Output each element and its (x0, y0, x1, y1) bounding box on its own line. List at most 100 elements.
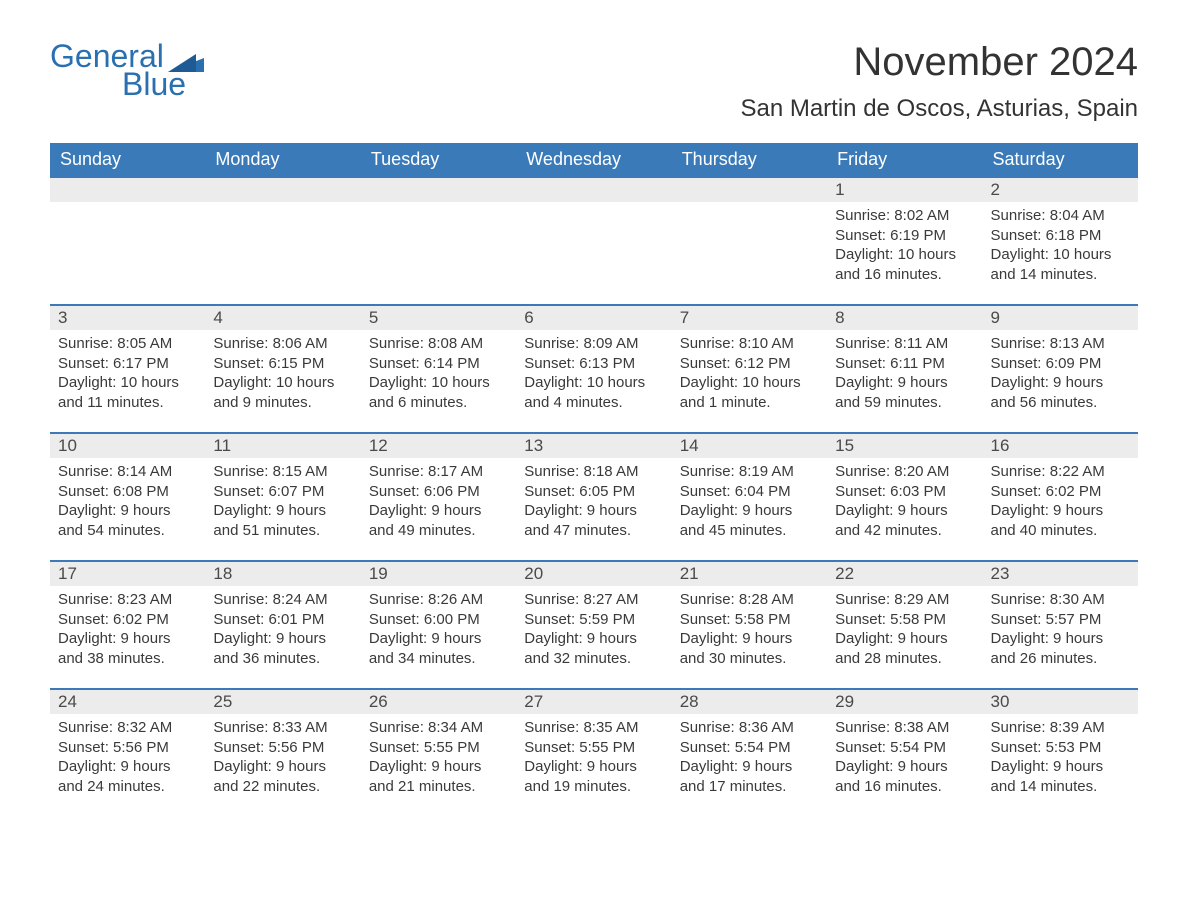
day-number: 5 (361, 306, 516, 330)
day-number: 11 (205, 434, 360, 458)
sunset-text: Sunset: 6:19 PM (835, 226, 974, 246)
daylight-text-2: and 16 minutes. (835, 265, 974, 285)
sunset-text: Sunset: 6:02 PM (58, 610, 197, 630)
daylight-text-2: and 11 minutes. (58, 393, 197, 413)
sunrise-text: Sunrise: 8:29 AM (835, 590, 974, 610)
daylight-text-2: and 54 minutes. (58, 521, 197, 541)
cell-body: Sunrise: 8:26 AMSunset: 6:00 PMDaylight:… (361, 586, 516, 674)
sunrise-text: Sunrise: 8:02 AM (835, 206, 974, 226)
day-number-bar (361, 178, 516, 202)
day-number-bar (50, 178, 205, 202)
daylight-text: Daylight: 9 hours (835, 501, 974, 521)
sunset-text: Sunset: 6:18 PM (991, 226, 1130, 246)
sunrise-text: Sunrise: 8:15 AM (213, 462, 352, 482)
weekday-header: Sunday (50, 143, 205, 177)
daylight-text: Daylight: 9 hours (680, 757, 819, 777)
sunrise-text: Sunrise: 8:08 AM (369, 334, 508, 354)
daylight-text: Daylight: 9 hours (58, 629, 197, 649)
cell-body: Sunrise: 8:04 AMSunset: 6:18 PMDaylight:… (983, 202, 1138, 290)
sunrise-text: Sunrise: 8:35 AM (524, 718, 663, 738)
day-number: 26 (361, 690, 516, 714)
logo: General Blue (50, 40, 204, 100)
daylight-text: Daylight: 9 hours (991, 757, 1130, 777)
flag-icon (168, 45, 204, 67)
sunrise-text: Sunrise: 8:24 AM (213, 590, 352, 610)
daylight-text-2: and 24 minutes. (58, 777, 197, 797)
daylight-text-2: and 4 minutes. (524, 393, 663, 413)
calendar-cell (361, 177, 516, 305)
calendar-cell: 5Sunrise: 8:08 AMSunset: 6:14 PMDaylight… (361, 305, 516, 433)
cell-body: Sunrise: 8:32 AMSunset: 5:56 PMDaylight:… (50, 714, 205, 802)
daylight-text: Daylight: 10 hours (835, 245, 974, 265)
sunset-text: Sunset: 6:13 PM (524, 354, 663, 374)
daylight-text-2: and 16 minutes. (835, 777, 974, 797)
daylight-text: Daylight: 9 hours (58, 757, 197, 777)
cell-body: Sunrise: 8:05 AMSunset: 6:17 PMDaylight:… (50, 330, 205, 418)
calendar-cell: 15Sunrise: 8:20 AMSunset: 6:03 PMDayligh… (827, 433, 982, 561)
daylight-text-2: and 51 minutes. (213, 521, 352, 541)
weekday-header: Tuesday (361, 143, 516, 177)
sunset-text: Sunset: 6:01 PM (213, 610, 352, 630)
cell-body: Sunrise: 8:08 AMSunset: 6:14 PMDaylight:… (361, 330, 516, 418)
sunset-text: Sunset: 5:57 PM (991, 610, 1130, 630)
calendar-cell: 3Sunrise: 8:05 AMSunset: 6:17 PMDaylight… (50, 305, 205, 433)
daylight-text-2: and 34 minutes. (369, 649, 508, 669)
calendar-cell: 7Sunrise: 8:10 AMSunset: 6:12 PMDaylight… (672, 305, 827, 433)
daylight-text-2: and 28 minutes. (835, 649, 974, 669)
daylight-text: Daylight: 10 hours (524, 373, 663, 393)
sunrise-text: Sunrise: 8:39 AM (991, 718, 1130, 738)
sunrise-text: Sunrise: 8:30 AM (991, 590, 1130, 610)
calendar-cell: 17Sunrise: 8:23 AMSunset: 6:02 PMDayligh… (50, 561, 205, 689)
sunset-text: Sunset: 5:55 PM (369, 738, 508, 758)
calendar-cell: 30Sunrise: 8:39 AMSunset: 5:53 PMDayligh… (983, 689, 1138, 817)
sunrise-text: Sunrise: 8:18 AM (524, 462, 663, 482)
daylight-text: Daylight: 9 hours (991, 501, 1130, 521)
daylight-text-2: and 40 minutes. (991, 521, 1130, 541)
daylight-text: Daylight: 9 hours (58, 501, 197, 521)
calendar-cell: 25Sunrise: 8:33 AMSunset: 5:56 PMDayligh… (205, 689, 360, 817)
week-row: 10Sunrise: 8:14 AMSunset: 6:08 PMDayligh… (50, 433, 1138, 561)
calendar-cell: 23Sunrise: 8:30 AMSunset: 5:57 PMDayligh… (983, 561, 1138, 689)
daylight-text-2: and 14 minutes. (991, 265, 1130, 285)
daylight-text-2: and 19 minutes. (524, 777, 663, 797)
day-number: 15 (827, 434, 982, 458)
calendar-cell: 6 Sunrise: 8:09 AMSunset: 6:13 PMDaylight… (516, 305, 671, 433)
cell-body: Sunrise: 8:11 AMSunset: 6:11 PMDaylight:… (827, 330, 982, 418)
sunrise-text: Sunrise: 8:32 AM (58, 718, 197, 738)
cell-body: Sunrise: 8:24 AMSunset: 6:01 PMDaylight:… (205, 586, 360, 674)
sunrise-text: Sunrise: 8:19 AM (680, 462, 819, 482)
sunrise-text: Sunrise: 8:10 AM (680, 334, 819, 354)
day-number: 4 (205, 306, 360, 330)
daylight-text-2: and 26 minutes. (991, 649, 1130, 669)
cell-body: Sunrise: 8:20 AMSunset: 6:03 PMDaylight:… (827, 458, 982, 546)
sunrise-text: Sunrise: 8:33 AM (213, 718, 352, 738)
calendar-cell (205, 177, 360, 305)
sunrise-text: Sunrise: 8:36 AM (680, 718, 819, 738)
sunset-text: Sunset: 5:56 PM (213, 738, 352, 758)
weekday-header: Monday (205, 143, 360, 177)
day-number: 10 (50, 434, 205, 458)
calendar-cell: 24Sunrise: 8:32 AMSunset: 5:56 PMDayligh… (50, 689, 205, 817)
daylight-text: Daylight: 9 hours (835, 629, 974, 649)
sunset-text: Sunset: 6:08 PM (58, 482, 197, 502)
day-number-bar (516, 178, 671, 202)
sunset-text: Sunset: 6:04 PM (680, 482, 819, 502)
sunset-text: Sunset: 6:02 PM (991, 482, 1130, 502)
day-number: 21 (672, 562, 827, 586)
day-number: 3 (50, 306, 205, 330)
day-number: 20 (516, 562, 671, 586)
day-number: 22 (827, 562, 982, 586)
daylight-text: Daylight: 9 hours (524, 629, 663, 649)
calendar-cell: 14Sunrise: 8:19 AMSunset: 6:04 PMDayligh… (672, 433, 827, 561)
cell-body: Sunrise: 8:36 AMSunset: 5:54 PMDaylight:… (672, 714, 827, 802)
sunrise-text: Sunrise: 8:09 AM (524, 334, 663, 354)
daylight-text: Daylight: 9 hours (524, 757, 663, 777)
sunset-text: Sunset: 5:54 PM (835, 738, 974, 758)
calendar-cell: 12Sunrise: 8:17 AMSunset: 6:06 PMDayligh… (361, 433, 516, 561)
calendar-cell: 27Sunrise: 8:35 AMSunset: 5:55 PMDayligh… (516, 689, 671, 817)
sunset-text: Sunset: 6:00 PM (369, 610, 508, 630)
daylight-text-2: and 32 minutes. (524, 649, 663, 669)
day-number: 6 (516, 306, 671, 330)
calendar-cell (672, 177, 827, 305)
calendar-cell: 9Sunrise: 8:13 AMSunset: 6:09 PMDaylight… (983, 305, 1138, 433)
